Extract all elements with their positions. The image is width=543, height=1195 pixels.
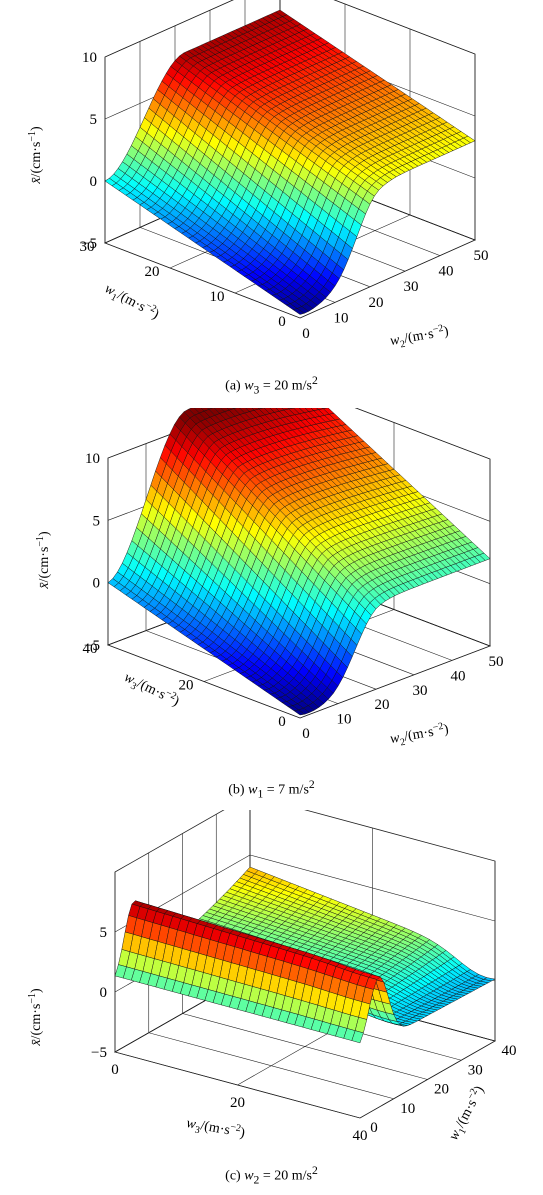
surface-plot-a: 010203040500102030−50510w2/(m·s−2)w1/(m·… xyxy=(27,0,489,352)
b-x-tick-label: 50 xyxy=(489,654,504,670)
c-z-axis-label: x̄/(cm·s−1) xyxy=(27,988,44,1047)
b-x-axis-label: w2/(m·s−2) xyxy=(389,720,451,750)
b-z-tick-label: 10 xyxy=(85,451,100,467)
c-y-axis-label: w1/(m·s−2) xyxy=(445,1082,491,1144)
b-z-tick-label: 0 xyxy=(93,576,101,592)
c-y-tick-label: 40 xyxy=(502,1043,517,1059)
b-x-tick-label: 0 xyxy=(302,726,310,742)
c-grid-line xyxy=(114,1051,361,1119)
a-z-tick-label: 10 xyxy=(82,50,97,66)
a-z-tick-label: −5 xyxy=(81,236,97,252)
b-grid-line xyxy=(355,408,491,460)
a-surface xyxy=(104,9,476,315)
caption-b: (b) w1 = 7 m/s2 xyxy=(228,778,315,801)
c-surface xyxy=(114,866,496,1044)
b-y-tick-label: 40 xyxy=(83,641,98,657)
c-x-tick-label: 20 xyxy=(230,1095,245,1111)
panel-a: 0 10 20 30 40 50 0 10 20 30 −5 0 5 10 w2/(m·s−2) w1/(m·… xyxy=(0,0,543,400)
b-z-axis-label: x̄/(cm·s−1) xyxy=(35,531,52,590)
b-x-tick-label: 40 xyxy=(451,668,466,684)
c-grid-line xyxy=(249,854,496,922)
a-grid-line xyxy=(299,239,476,319)
a-x-tick-label: 0 xyxy=(302,326,310,342)
a-grid-line xyxy=(104,242,301,319)
a-y-tick-label: 30 xyxy=(80,239,95,255)
b-surface-cell xyxy=(478,552,491,561)
a-surface-cell xyxy=(463,135,476,144)
a-y-tick-label: 20 xyxy=(145,264,160,280)
a-x-tick-label: 20 xyxy=(369,295,384,311)
a-grid-line xyxy=(333,0,476,55)
a-x-tick-label: 30 xyxy=(404,279,419,295)
a-z-axis-label: x̄/(cm·s−1) xyxy=(27,126,44,185)
a-x-axis-label: w2/(m·s−2) xyxy=(389,322,451,352)
c-y-tick-label: 0 xyxy=(370,1120,378,1136)
b-y-tick-label: 0 xyxy=(278,714,286,730)
b-z-tick-label: 5 xyxy=(93,513,101,529)
c-grid-line xyxy=(148,1032,394,1100)
c-x-axis-label: w3/(m·s−2) xyxy=(185,1114,247,1144)
c-y-tick-label: 20 xyxy=(434,1082,449,1098)
c-surface-cell xyxy=(351,1030,364,1044)
b-x-tick-label: 10 xyxy=(337,712,352,728)
a-z-tick-label: 5 xyxy=(90,112,98,128)
b-y-tick-label: 20 xyxy=(179,678,194,694)
b-z-tick-label: −5 xyxy=(84,638,100,654)
a-x-tick-label: 40 xyxy=(439,264,454,280)
a-z-tick-label: 0 xyxy=(90,174,98,190)
c-grid-line xyxy=(182,1013,428,1080)
a-grid-line xyxy=(104,0,234,58)
a-y-axis-label: w1/(m·s−2) xyxy=(101,280,163,326)
b-y-axis-label: w3/(m·s−2) xyxy=(120,668,182,712)
a-y-tick-label: 10 xyxy=(210,289,225,305)
a-x-tick-label: 50 xyxy=(474,248,489,264)
panel-c: 0 20 40 0 10 20 30 40 −5 0 5 w3/(m·s−2) w1/(m·s−2) x̄… xyxy=(0,810,543,1195)
c-y-tick-label: 10 xyxy=(400,1101,415,1117)
caption-c: (c) w2 = 20 m/s2 xyxy=(225,1164,318,1187)
surface-plot-b: 0102030405002040−50510w2/(m·s−2)w3/(m·s−… xyxy=(35,408,504,750)
a-x-tick-label: 10 xyxy=(334,310,349,326)
b-x-tick-label: 20 xyxy=(375,697,390,713)
a-y-tick-label: 0 xyxy=(278,314,286,330)
panel-b: 0 10 20 30 40 50 0 20 40 −5 0 5 10 w2/(m·s−2) w3/(m·s−… xyxy=(0,408,543,808)
b-x-tick-label: 30 xyxy=(413,683,428,699)
c-z-tick-label: −5 xyxy=(91,1045,107,1061)
b-surface xyxy=(107,408,491,716)
c-y-tick-label: 30 xyxy=(468,1062,483,1078)
c-x-tick-label: 40 xyxy=(353,1128,368,1144)
c-x-tick-label: 0 xyxy=(111,1062,119,1078)
caption-a: (a) w3 = 20 m/s2 xyxy=(225,374,318,397)
b-grid-line xyxy=(299,645,491,719)
c-z-tick-label: 5 xyxy=(100,925,108,941)
c-z-tick-label: 0 xyxy=(100,985,108,1001)
